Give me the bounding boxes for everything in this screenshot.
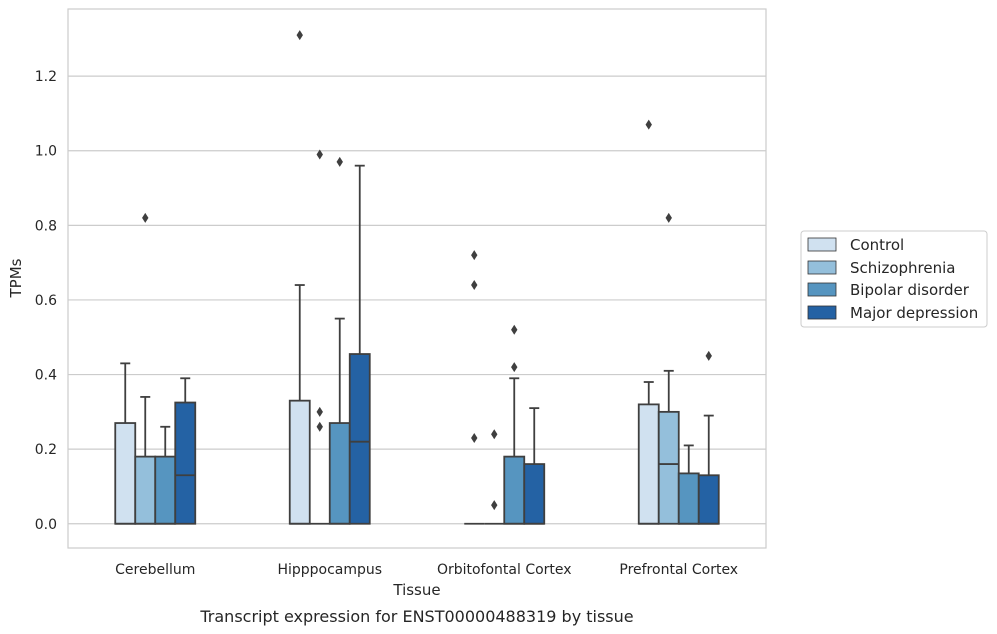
box-control <box>637 119 660 525</box>
y-tick-label: 0.0 <box>35 517 57 533</box>
boxes <box>114 30 720 525</box>
x-tick-label: Orbitofontal Cortex <box>437 562 572 578</box>
y-axis-title: TPMs <box>7 258 25 298</box>
box-major-depression <box>174 377 197 525</box>
box-control <box>114 362 137 525</box>
y-tick-label: 1.2 <box>35 69 57 85</box>
outlier-point <box>471 432 478 443</box>
outlier-point <box>142 212 149 223</box>
x-tick-label: Cerebellum <box>115 562 195 578</box>
outlier-point <box>316 149 323 160</box>
legend-swatch <box>807 305 837 320</box>
box <box>174 401 197 525</box>
y-tick-label: 0.2 <box>35 442 57 458</box>
legend-swatch <box>807 237 837 252</box>
outlier-point <box>705 350 712 361</box>
legend-label: Control <box>850 236 904 254</box>
outlier-point <box>645 119 652 130</box>
box-control <box>288 30 311 525</box>
legend-swatch <box>807 282 837 297</box>
box-schizophrenia <box>484 429 505 525</box>
box <box>637 403 660 525</box>
box-major-depression <box>523 407 546 525</box>
outlier-point <box>511 362 518 373</box>
box-schizophrenia <box>657 212 680 525</box>
y-tick-label: 1.0 <box>35 144 57 160</box>
box-bipolar-disorder <box>328 156 351 525</box>
x-tick-label: Hipppocampus <box>277 562 382 578</box>
box <box>114 422 137 525</box>
plot-frame <box>67 8 767 549</box>
box-major-depression <box>348 164 371 525</box>
outlier-point <box>471 280 478 291</box>
y-tick-label: 0.6 <box>35 293 57 309</box>
legend: Control Schizophrenia Bipolar disorder M… <box>800 230 988 328</box>
x-ticks: Cerebellum Hipppocampus Orbitofontal Corte… <box>115 562 738 578</box>
legend-label: Schizophrenia <box>850 259 955 277</box>
box <box>503 455 526 525</box>
legend-label: Bipolar disorder <box>850 281 970 299</box>
x-axis-title: Tissue <box>392 581 440 599</box>
box-control <box>464 250 485 525</box>
outlier-point <box>491 500 498 511</box>
legend-frame <box>800 230 988 328</box>
outlier-point <box>296 30 303 41</box>
y-ticks: 0.0 0.2 0.4 0.6 0.8 1.0 1.2 <box>35 69 57 533</box>
x-tick-label: Prefrontal Cortex <box>619 562 738 578</box>
box-bipolar-disorder <box>503 324 526 525</box>
box-schizophrenia <box>309 149 330 525</box>
box <box>523 463 546 525</box>
box <box>348 353 371 525</box>
box-major-depression <box>697 350 720 525</box>
box <box>154 455 177 525</box>
box <box>328 422 351 525</box>
box-bipolar-disorder <box>154 425 177 525</box>
chart-caption: Transcript expression for ENST0000048831… <box>199 607 633 626</box>
box <box>657 410 680 525</box>
box <box>677 472 700 525</box>
outlier-point <box>491 429 498 440</box>
y-tick-label: 0.8 <box>35 218 57 234</box>
box <box>697 474 720 525</box>
box <box>288 399 311 525</box>
legend-label: Major depression <box>850 304 978 322</box>
box-schizophrenia <box>134 212 157 525</box>
outlier-point <box>511 324 518 335</box>
legend-swatch <box>807 260 837 275</box>
outlier-point <box>471 250 478 261</box>
outlier-point <box>316 406 323 417</box>
y-tick-label: 0.4 <box>35 368 57 384</box>
outlier-point <box>665 212 672 223</box>
outlier-point <box>316 421 323 432</box>
box <box>134 455 157 525</box>
outlier-point <box>336 156 343 167</box>
box-bipolar-disorder <box>677 444 700 525</box>
